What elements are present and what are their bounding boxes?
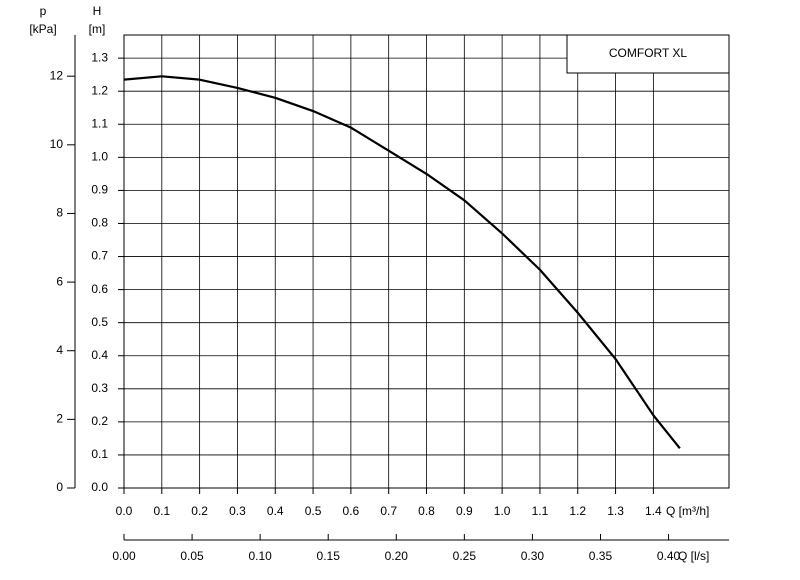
x2-tick-label: 0.35 [589, 549, 613, 563]
y2-tick-label: 6 [56, 274, 63, 288]
y-unit: [m] [89, 22, 106, 36]
y-tick-label: 0.2 [91, 414, 108, 428]
plot-frame [123, 34, 730, 489]
y2-tick-label: 0 [56, 480, 63, 494]
y-tick-label: 0.3 [91, 381, 108, 395]
x2-tick-label: 0.25 [453, 549, 477, 563]
x2-tick-label: 0.15 [317, 549, 341, 563]
x2-label: Q [l/s] [678, 549, 709, 563]
x2-tick-label: 0.40 [657, 549, 681, 563]
y-tick-label: 1.1 [91, 116, 108, 130]
y2-tick-label: 12 [50, 68, 64, 82]
y2-tick-label: 4 [56, 343, 63, 357]
y-tick-label: 1.2 [91, 83, 108, 97]
x-tick-label: 1.4 [645, 504, 662, 518]
annotation: COMFORT XL [609, 46, 688, 60]
y-tick-label: 0.6 [91, 282, 108, 296]
x-tick-label: 0.2 [191, 504, 208, 518]
y-tick-label: 0.9 [91, 183, 108, 197]
x-tick-label: 0.8 [418, 504, 435, 518]
x-tick-label: 0.7 [380, 504, 397, 518]
y-tick-label: 0.7 [91, 249, 108, 263]
y-tick-label: 1.3 [91, 50, 108, 64]
y-tick-label: 0.0 [91, 480, 108, 494]
x-tick-label: 1.3 [607, 504, 624, 518]
x-tick-label: 0.4 [267, 504, 284, 518]
y2-tick-label: 8 [56, 206, 63, 220]
y2-label: p [40, 4, 47, 18]
annotation-box [566, 34, 730, 74]
y-tick-label: 0.5 [91, 315, 108, 329]
x2-tick-label: 0.20 [385, 549, 409, 563]
x2-tick-label: 0.00 [112, 549, 136, 563]
x2-tick-label: 0.30 [521, 549, 545, 563]
y2-tick-label: 2 [56, 412, 63, 426]
curve [123, 75, 681, 450]
y-tick-label: 0.4 [91, 348, 108, 362]
x-label: Q [m³/h] [666, 504, 709, 518]
x2-tick-label: 0.10 [248, 549, 272, 563]
x-tick-label: 1.0 [494, 504, 511, 518]
x-tick-label: 0.5 [305, 504, 322, 518]
x2-tick-label: 0.05 [180, 549, 204, 563]
x-tick-label: 1.2 [569, 504, 586, 518]
x-tick-label: 0.6 [343, 504, 360, 518]
y-tick-label: 1.0 [91, 150, 108, 164]
y2-unit: [kPa] [29, 22, 56, 36]
y2-tick-label: 10 [50, 137, 64, 151]
x-tick-label: 1.1 [532, 504, 549, 518]
y-label: H [93, 4, 102, 18]
y-tick-label: 0.8 [91, 216, 108, 230]
x-tick-label: 0.1 [153, 504, 170, 518]
y-tick-label: 0.1 [91, 447, 108, 461]
x-tick-label: 0.0 [116, 504, 133, 518]
x-tick-label: 0.9 [456, 504, 473, 518]
x-tick-label: 0.3 [229, 504, 246, 518]
